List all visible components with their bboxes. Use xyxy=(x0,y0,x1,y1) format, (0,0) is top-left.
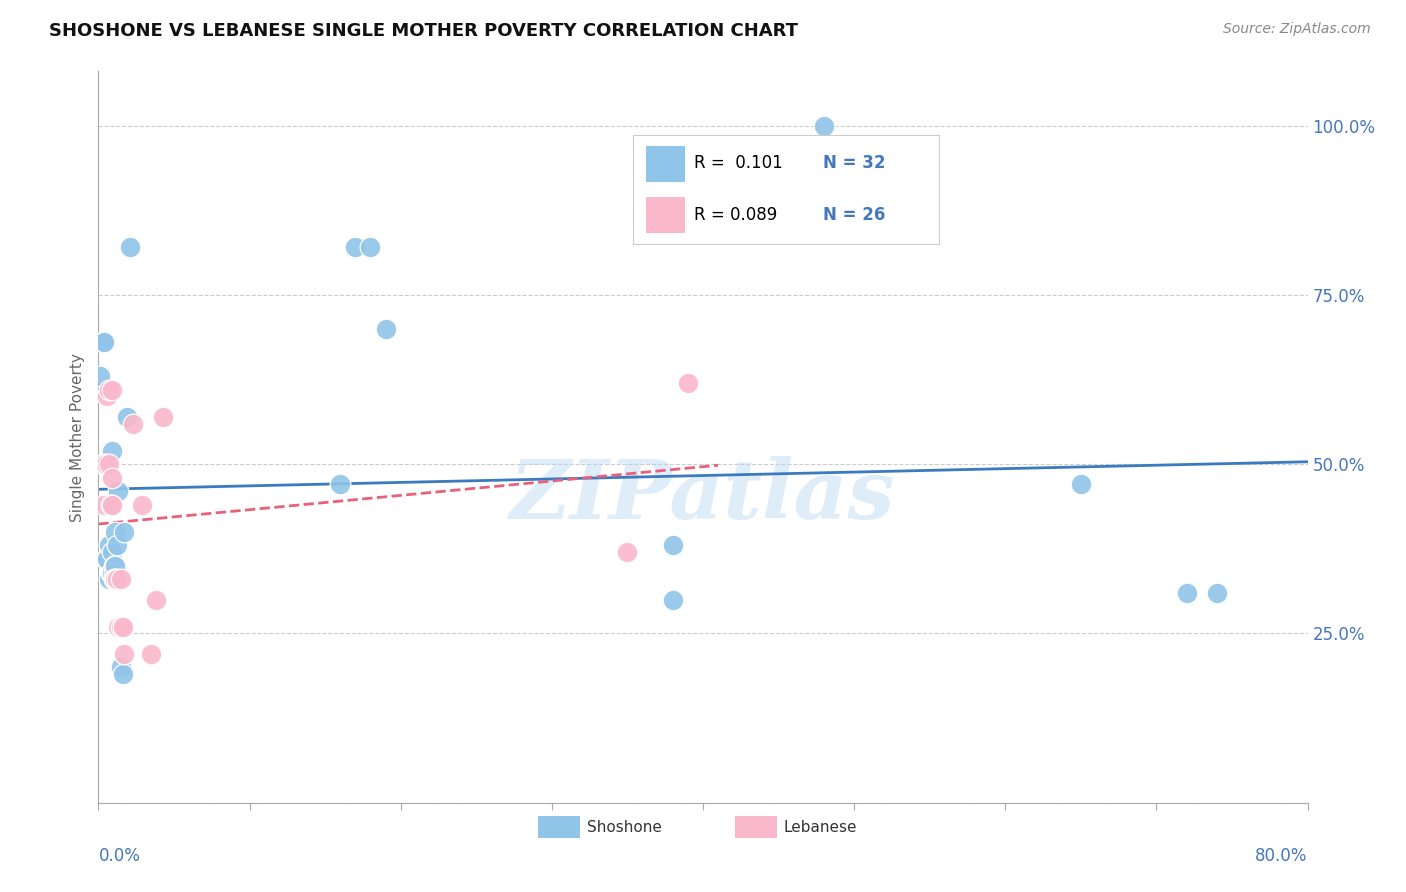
Text: Shoshone: Shoshone xyxy=(588,821,662,835)
Point xyxy=(94,457,117,471)
Point xyxy=(103,572,125,586)
Point xyxy=(89,369,111,384)
Text: Lebanese: Lebanese xyxy=(785,821,858,835)
Point xyxy=(122,417,145,431)
FancyBboxPatch shape xyxy=(645,145,685,182)
Point xyxy=(105,538,128,552)
Point xyxy=(661,538,683,552)
Point xyxy=(344,240,367,254)
Text: 80.0%: 80.0% xyxy=(1256,847,1308,864)
Text: Source: ZipAtlas.com: Source: ZipAtlas.com xyxy=(1223,22,1371,37)
Point xyxy=(145,592,167,607)
Point xyxy=(93,498,115,512)
Point xyxy=(112,647,135,661)
Point xyxy=(94,552,117,566)
Point xyxy=(1206,586,1229,600)
Text: SHOSHONE VS LEBANESE SINGLE MOTHER POVERTY CORRELATION CHART: SHOSHONE VS LEBANESE SINGLE MOTHER POVER… xyxy=(49,22,799,40)
Point xyxy=(112,524,135,539)
Point xyxy=(120,240,142,254)
Point xyxy=(115,409,138,424)
Point xyxy=(101,566,124,580)
Point xyxy=(103,566,125,580)
Point xyxy=(100,498,122,512)
Point xyxy=(110,660,132,674)
Point xyxy=(661,592,683,607)
Point xyxy=(813,119,835,133)
Point xyxy=(329,477,352,491)
Point xyxy=(676,376,699,390)
Point xyxy=(96,552,118,566)
Point xyxy=(110,620,132,634)
Point xyxy=(91,335,114,350)
Point xyxy=(93,335,115,350)
Point xyxy=(101,498,124,512)
Point xyxy=(101,443,124,458)
Point xyxy=(101,545,124,559)
Point xyxy=(103,558,125,573)
Text: 0.0%: 0.0% xyxy=(98,847,141,864)
Point xyxy=(98,538,121,552)
Point xyxy=(104,558,127,573)
Point xyxy=(98,572,121,586)
Text: N = 26: N = 26 xyxy=(823,206,884,224)
Point xyxy=(98,383,121,397)
Text: N = 32: N = 32 xyxy=(823,154,884,172)
Point xyxy=(616,545,638,559)
Y-axis label: Single Mother Poverty: Single Mother Poverty xyxy=(69,352,84,522)
Point xyxy=(111,667,134,681)
Point xyxy=(104,524,127,539)
Point xyxy=(96,389,118,403)
Point xyxy=(1070,477,1092,491)
Point xyxy=(105,572,128,586)
Point xyxy=(98,457,121,471)
Point xyxy=(1175,586,1198,600)
Point xyxy=(107,620,129,634)
Point xyxy=(360,240,382,254)
FancyBboxPatch shape xyxy=(645,197,685,234)
Point xyxy=(100,566,122,580)
Point xyxy=(91,457,114,471)
Point xyxy=(131,498,153,512)
Text: R = 0.089: R = 0.089 xyxy=(695,206,778,224)
Point xyxy=(101,471,124,485)
Point xyxy=(152,409,174,424)
Point xyxy=(374,322,396,336)
Point xyxy=(110,572,132,586)
Text: ZIPatlas: ZIPatlas xyxy=(510,456,896,535)
Point xyxy=(104,572,127,586)
Text: R =  0.101: R = 0.101 xyxy=(695,154,783,172)
Point xyxy=(141,647,163,661)
Point xyxy=(101,383,124,397)
Point xyxy=(107,484,129,499)
Point xyxy=(111,620,134,634)
